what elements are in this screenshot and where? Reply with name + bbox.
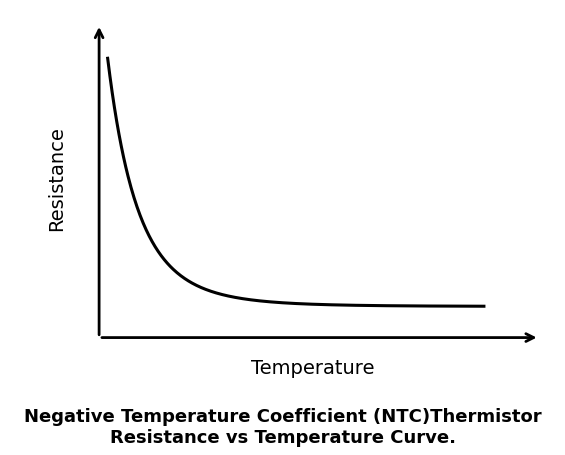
Text: Temperature: Temperature <box>251 358 375 377</box>
Text: Resistance: Resistance <box>47 126 66 231</box>
Text: Negative Temperature Coefficient (NTC)Thermistor
Resistance vs Temperature Curve: Negative Temperature Coefficient (NTC)Th… <box>24 407 541 446</box>
